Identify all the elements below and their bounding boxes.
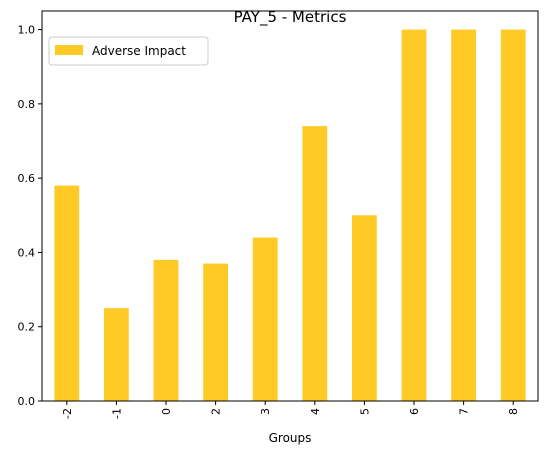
x-tick-label: 2: [210, 408, 223, 415]
plot-area-frame: [41, 10, 539, 402]
x-tick-label: 0: [160, 408, 173, 415]
bar-3: [252, 237, 278, 401]
y-tick-label: 1.0: [18, 24, 36, 37]
y-tick-label: 0.6: [18, 172, 36, 185]
y-tick-label: 0.8: [18, 98, 36, 111]
bar-2: [203, 263, 228, 401]
x-tick-label: 8: [507, 408, 520, 415]
y-axis-ticks: 0.0 0.2 0.4 0.6 0.8 1.0: [18, 24, 42, 408]
bar--2: [54, 185, 80, 401]
x-axis-ticks: -2 -1 0 2 3 4 5 6 7 8: [61, 401, 520, 419]
bar-4: [302, 126, 328, 402]
bar-5: [352, 215, 377, 401]
x-axis-label: Groups: [269, 431, 312, 445]
x-tick-label: 4: [309, 408, 322, 415]
legend-swatch: [55, 45, 83, 55]
x-tick-label: 3: [259, 408, 272, 415]
legend-label: Adverse Impact: [92, 44, 186, 58]
x-tick-label: -1: [110, 408, 123, 419]
bar-0: [153, 259, 179, 401]
bar-7: [451, 29, 476, 401]
legend: Adverse Impact: [48, 36, 209, 66]
legend-box: [48, 36, 209, 66]
x-tick-label: -2: [61, 408, 74, 419]
chart-title: PAY_5 - Metrics: [234, 8, 347, 27]
x-tick-label: 5: [358, 408, 371, 415]
bar-8: [500, 29, 526, 401]
y-tick-label: 0.2: [18, 321, 36, 334]
y-tick-label: 0.0: [18, 395, 36, 408]
bar--1: [104, 308, 129, 401]
bar-6: [401, 29, 427, 401]
x-tick-label: 6: [408, 408, 421, 415]
y-tick-label: 0.4: [18, 246, 36, 259]
bars-group: [54, 29, 526, 402]
x-tick-label: 7: [458, 408, 471, 415]
